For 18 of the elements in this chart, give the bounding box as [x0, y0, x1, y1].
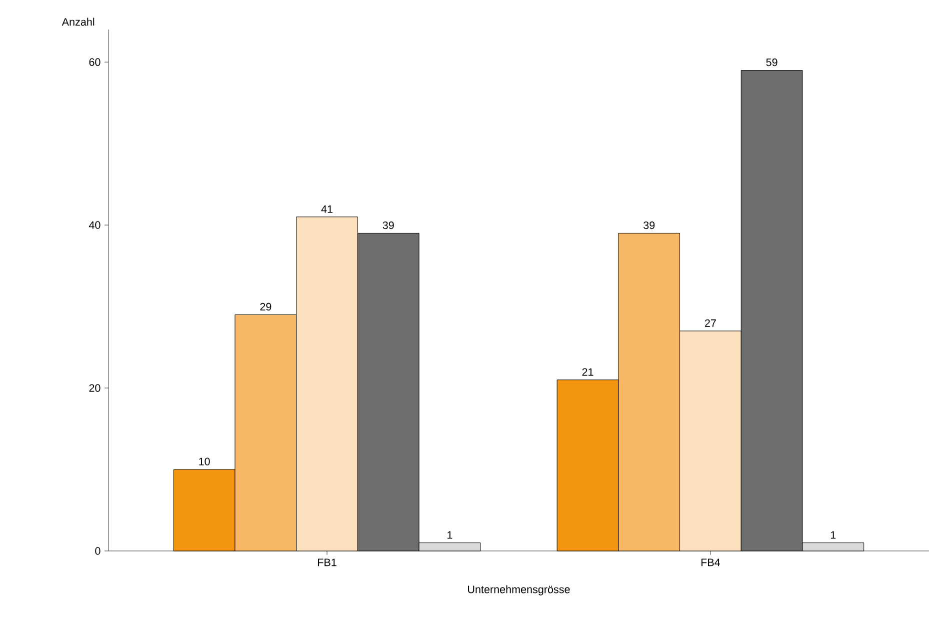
y-axis-title: Anzahl — [62, 18, 94, 26]
data-label: 27 — [704, 319, 716, 327]
y-tick-label: 40 — [88, 221, 100, 229]
data-label: 41 — [321, 205, 332, 213]
x-axis-title: Unternehmensgrösse — [468, 585, 570, 596]
x-tick-label: FB4 — [701, 558, 720, 566]
data-label: 1 — [448, 531, 452, 539]
data-label: 39 — [644, 222, 655, 230]
data-label: 39 — [382, 222, 394, 230]
data-label: 10 — [199, 458, 210, 466]
y-tick-label: 20 — [89, 384, 100, 392]
data-label: 21 — [582, 368, 594, 376]
data-label: 1 — [830, 531, 836, 539]
y-tick-label: 60 — [89, 58, 100, 66]
data-label: 59 — [766, 58, 778, 66]
x-tick-label: FB1 — [318, 558, 336, 566]
data-label: 29 — [260, 302, 272, 311]
y-tick-label: 0 — [95, 547, 100, 555]
